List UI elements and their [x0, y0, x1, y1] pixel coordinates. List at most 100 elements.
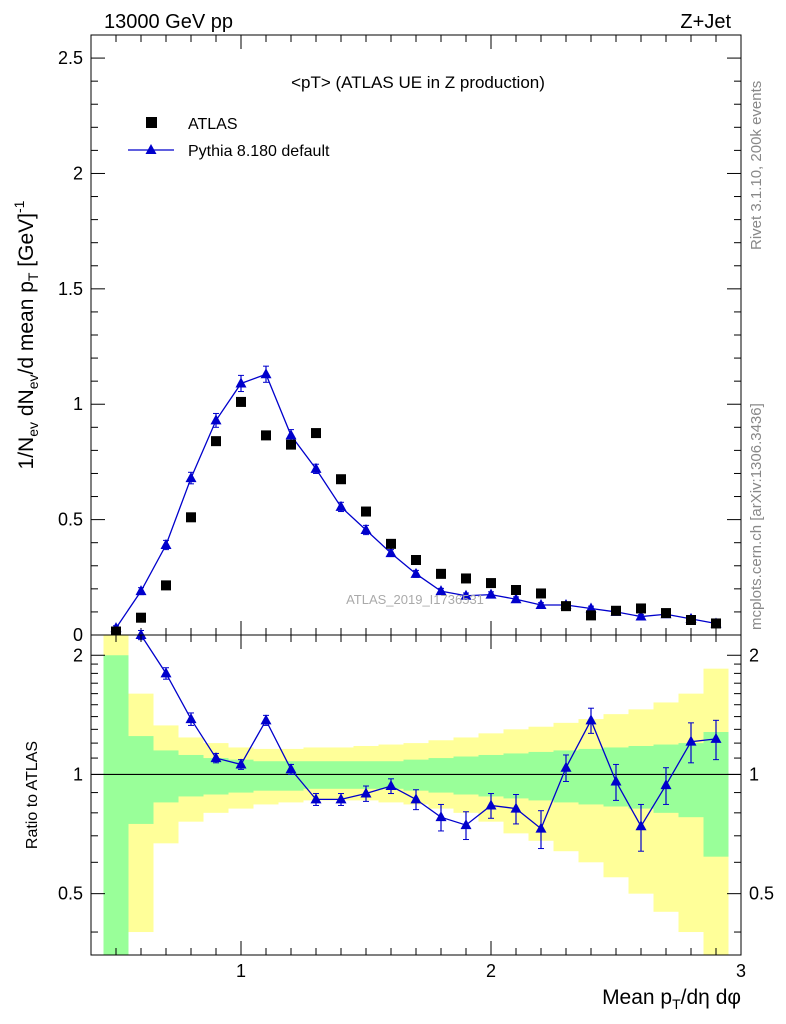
legend-label-pythia: Pythia 8.180 default	[188, 143, 330, 160]
legend-marker-pythia	[145, 144, 157, 154]
ratio-point	[660, 779, 672, 790]
uncertainty-band-inner	[528, 751, 554, 801]
pythia-point	[310, 462, 322, 473]
ratio-xtick-label: 2	[486, 961, 496, 981]
pythia-point	[585, 602, 597, 613]
main-ylabel: 1/Nev dNev/d mean pT [GeV]-1	[11, 200, 41, 469]
pythia-point	[160, 539, 172, 549]
ratio-ylabel: Ratio to ATLAS	[24, 741, 41, 849]
uncertainty-band-inner	[253, 761, 279, 791]
pythia-point	[210, 414, 222, 425]
ratio-point	[260, 714, 272, 725]
atlas-point	[136, 612, 146, 623]
legend-label-atlas: ATLAS	[188, 116, 238, 133]
main-ytick-label: 2	[73, 163, 83, 183]
rivet-label: Rivet 3.1.10, 200k events	[748, 81, 765, 250]
pythia-point	[485, 588, 497, 599]
ratio-point	[385, 780, 397, 791]
mcplots-label: mcplots.cern.ch [arXiv:1306.3436]	[748, 403, 765, 630]
ratio-xtick-label: 3	[736, 961, 746, 981]
atlas-point	[336, 474, 346, 485]
atlas-point	[211, 436, 221, 447]
uncertainty-band-inner	[428, 758, 454, 793]
ratio-point	[210, 752, 222, 763]
atlas-point	[186, 512, 196, 523]
atlas-point	[286, 439, 296, 450]
pythia-point	[260, 368, 272, 379]
atlas-point	[361, 506, 371, 517]
pythia-point	[535, 599, 547, 609]
atlas-point	[161, 580, 171, 591]
pythia-point	[410, 567, 422, 578]
ratio-point	[560, 761, 572, 772]
atlas-point	[561, 601, 571, 612]
pythia-point	[385, 547, 397, 558]
uncertainty-band-inner	[103, 655, 129, 955]
watermark-label: ATLAS_2019_I1736531	[346, 592, 484, 607]
atlas-point	[311, 428, 321, 439]
uncertainty-band-inner	[203, 758, 229, 795]
atlas-point	[461, 573, 471, 584]
ratio-point	[160, 667, 172, 678]
legend-marker-atlas	[146, 117, 157, 128]
main-ytick-label: 0.5	[58, 510, 83, 530]
atlas-point	[686, 615, 696, 625]
pythia-point	[185, 472, 197, 483]
ratio-point	[635, 820, 647, 831]
atlas-point	[261, 430, 271, 441]
atlas-point	[236, 396, 246, 407]
uncertainty-band-inner	[178, 754, 204, 797]
uncertainty-band-inner	[478, 754, 504, 797]
main-panel: 0 0.5 1 1.5 2 2.5 <pT> (ATLAS UE in Z product…	[11, 34, 742, 645]
ratio-line	[140, 634, 717, 830]
ratio-panel: 0.5 0.5 1 1 2 2 1 2 3 Ratio to ATLAS Mean pT/dη …	[24, 629, 774, 1012]
main-ytick-label: 1	[73, 394, 83, 414]
ratio-point	[435, 811, 447, 822]
process-label: Z+Jet	[680, 11, 731, 33]
ratio-point	[460, 819, 472, 830]
ratio-point	[535, 822, 547, 833]
ratio-point	[135, 629, 147, 639]
pythia-line	[115, 373, 717, 629]
atlas-point	[436, 568, 446, 579]
atlas-point	[511, 585, 521, 595]
ratio-point	[610, 775, 622, 786]
atlas-point	[486, 578, 496, 589]
pythia-point	[335, 500, 347, 511]
legend: ATLAS Pythia 8.180 default	[128, 116, 330, 160]
ratio-point	[235, 758, 247, 769]
ratio-point	[360, 787, 372, 798]
pythia-point	[460, 589, 472, 600]
ratio-point	[585, 714, 597, 725]
ratio-point	[410, 793, 422, 804]
pythia-point	[285, 429, 297, 440]
ratio-point	[335, 793, 347, 804]
ratio-ytick-label-right: 1	[749, 764, 759, 784]
ratio-point	[510, 802, 522, 813]
uncertainty-band-inner	[453, 756, 479, 795]
atlas-point	[661, 608, 671, 619]
ratio-point	[185, 713, 197, 724]
ratio-point	[485, 799, 497, 810]
uncertainty-band-inner	[153, 750, 179, 803]
pythia-point	[235, 377, 247, 388]
uncertainty-band-inner	[503, 753, 529, 799]
ratio-ytick-label: 0.5	[58, 884, 83, 904]
uncertainty-band-inner	[403, 759, 429, 791]
atlas-point	[586, 610, 596, 621]
atlas-point	[386, 538, 396, 549]
ratio-point	[710, 732, 722, 743]
uncertainty-band-inner	[128, 736, 154, 824]
ratio-ytick-label: 1	[73, 764, 83, 784]
pythia-point	[360, 524, 372, 534]
atlas-point	[411, 555, 421, 565]
pythia-point	[510, 593, 522, 604]
ratio-xlabel: Mean pT/dη dφ	[602, 986, 741, 1012]
ratio-ytick-label-right: 0.5	[749, 884, 774, 904]
atlas-point	[611, 605, 621, 616]
ratio-xtick-label: 1	[236, 961, 246, 981]
ratio-ytick-label: 2	[73, 645, 83, 665]
energy-label: 13000 GeV pp	[104, 11, 233, 33]
atlas-point	[711, 618, 721, 629]
